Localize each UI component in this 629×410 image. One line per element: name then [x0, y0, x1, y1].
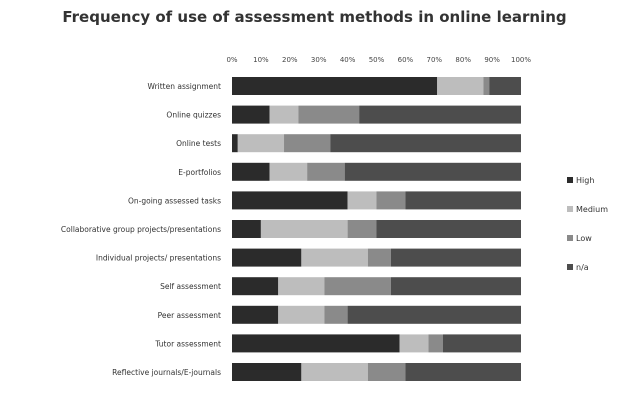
- bar-segment-n-a: [405, 191, 521, 210]
- category-labels: Written assignment Online quizzes Online t…: [61, 82, 221, 377]
- bar-segment-medium: [347, 191, 377, 210]
- category-label: Reflective journals/E-journals: [112, 368, 221, 377]
- x-tick-label: 40%: [340, 56, 356, 64]
- bar-segment-n-a: [489, 77, 521, 95]
- bar-segment-high: [232, 220, 261, 238]
- bar-segment-low: [367, 248, 391, 267]
- bar-segment-medium: [237, 134, 285, 153]
- bar-segment-high: [232, 363, 302, 381]
- bar-segment-high: [232, 105, 270, 124]
- bar-segment-medium: [269, 105, 299, 124]
- legend-swatch: [567, 177, 573, 183]
- bar-area: [232, 77, 521, 381]
- category-label: Online quizzes: [166, 111, 221, 120]
- bar-segment-high: [232, 77, 438, 95]
- x-tick-label: 50%: [369, 56, 385, 64]
- bar-segment-medium: [301, 248, 368, 267]
- category-label: Online tests: [176, 139, 221, 148]
- x-tick-label: 100%: [511, 56, 531, 64]
- bar-segment-n-a: [330, 134, 521, 153]
- bar-segment-high: [232, 305, 279, 324]
- bar-segment-high: [232, 334, 400, 353]
- bar-segment-low: [428, 334, 443, 353]
- bar-segment-n-a: [405, 363, 521, 381]
- bar-segment-medium: [269, 162, 308, 181]
- category-label: Individual projects/ presentations: [96, 254, 221, 263]
- bar-segment-n-a: [376, 220, 521, 238]
- bar-segment-low: [367, 363, 406, 381]
- x-tick-label: 10%: [253, 56, 269, 64]
- x-axis: 0% 10% 20% 30% 40% 50% 60% 70% 80% 90% 100%: [226, 56, 531, 64]
- bar-segment-n-a: [390, 248, 521, 267]
- bar-segment-n-a: [442, 334, 521, 353]
- legend-label: High: [576, 176, 594, 185]
- bar-segment-n-a: [390, 277, 521, 296]
- bar-segment-low: [307, 162, 345, 181]
- category-label: Tutor assessment: [154, 339, 221, 348]
- bar-segment-medium: [437, 77, 484, 95]
- bar-segment-medium: [399, 334, 429, 353]
- x-tick-label: 60%: [398, 56, 414, 64]
- x-tick-label: 0%: [226, 56, 237, 64]
- bar-segment-medium: [278, 305, 325, 324]
- bar-segment-low: [298, 105, 360, 124]
- bar-segment-low: [284, 134, 331, 153]
- legend-label: n/a: [576, 263, 589, 272]
- x-tick-label: 30%: [311, 56, 327, 64]
- category-label: Self assessment: [160, 282, 221, 291]
- legend-label: Low: [576, 234, 592, 243]
- legend-swatch: [567, 206, 573, 212]
- bar-segment-low: [376, 191, 406, 210]
- bar-segment-low: [347, 220, 377, 238]
- x-tick-label: 70%: [427, 56, 443, 64]
- bar-segment-low: [324, 277, 391, 296]
- bar-segment-n-a: [359, 105, 521, 124]
- x-tick-label: 90%: [484, 56, 500, 64]
- legend-label: Medium: [576, 205, 608, 214]
- bar-segment-medium: [260, 220, 348, 238]
- category-label: On-going assessed tasks: [128, 196, 221, 205]
- x-tick-label: 80%: [455, 56, 471, 64]
- category-label: Written assignment: [147, 82, 221, 91]
- legend: High Medium Low n/a: [567, 176, 608, 272]
- bar-segment-high: [232, 191, 348, 210]
- bar-segment-high: [232, 162, 270, 181]
- legend-swatch: [567, 235, 573, 241]
- bar-segment-n-a: [344, 162, 521, 181]
- x-tick-label: 20%: [282, 56, 298, 64]
- bar-segment-low: [324, 305, 348, 324]
- bar-segment-high: [232, 248, 302, 267]
- category-label: Peer assessment: [158, 311, 221, 320]
- chart-title: Frequency of use of assessment methods i…: [62, 8, 567, 26]
- bar-segment-n-a: [347, 305, 521, 324]
- bar-segment-high: [232, 134, 238, 153]
- bar-segment-medium: [301, 363, 368, 381]
- category-label: Collaborative group projects/presentatio…: [61, 225, 221, 234]
- bar-segment-high: [232, 277, 279, 296]
- legend-swatch: [567, 264, 573, 270]
- category-label: E-portfolios: [178, 168, 221, 177]
- bar-segment-low: [483, 77, 490, 95]
- bar-segment-medium: [278, 277, 325, 296]
